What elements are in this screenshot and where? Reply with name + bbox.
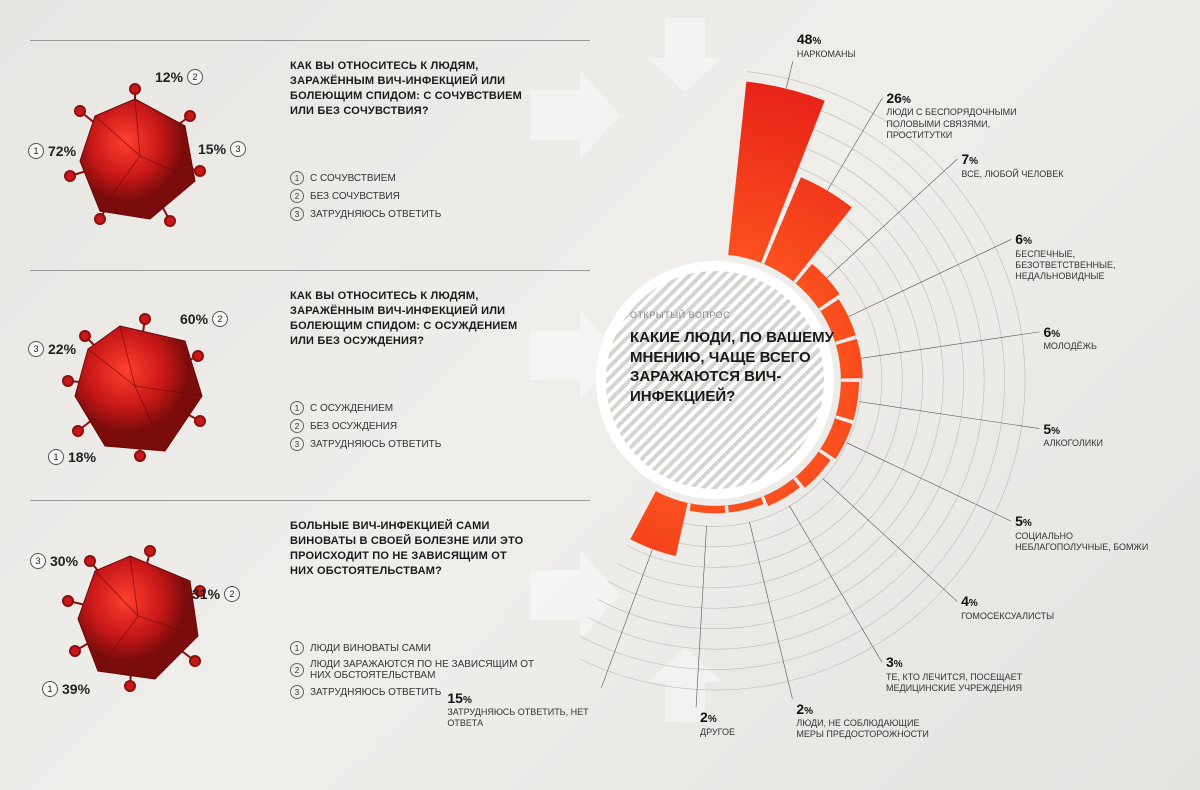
virus-chart-1: 172% 12%2 15%3: [50, 71, 220, 241]
q1-legend: 1С СОЧУВСТВИЕМ 2БЕЗ СОЧУВСТВИЯ 3ЗАТРУДНЯ…: [290, 171, 441, 225]
radial-center-text: ОТКРЫТЫЙ ВОПРОС КАКИЕ ЛЮДИ, ПО ВАШЕМУ МН…: [630, 310, 850, 406]
question-block-1: 172% 12%2 15%3 КАК ВЫ ОТНОСИТЕСЬ К ЛЮДЯМ…: [30, 40, 590, 270]
q1-title: КАК ВЫ ОТНОСИТЕСЬ К ЛЮДЯМ, ЗАРАЖЁННЫМ ВИ…: [290, 59, 530, 118]
radial-segment-label: 4%ГОМОСЕКСУАЛИСТЫ: [961, 593, 1111, 622]
q2-val-2: 60%: [180, 311, 208, 327]
radial-bar: [689, 504, 725, 514]
radial-segment-label: 6%БЕСПЕЧНЫЕ, БЕЗОТВЕТСТВЕННЫЕ, НЕДАЛЬНОВ…: [1015, 231, 1165, 282]
q1-val-1: 72%: [48, 143, 76, 159]
left-questions-panel: 172% 12%2 15%3 КАК ВЫ ОТНОСИТЕСЬ К ЛЮДЯМ…: [30, 40, 590, 750]
virus-chart-3: 139% 31%2 330%: [50, 531, 220, 701]
radial-segment-label: 5%СОЦИАЛЬНО НЕБЛАГОПОЛУЧНЫЕ, БОМЖИ: [1015, 513, 1165, 553]
radial-segment-label: 15%ЗАТРУДНЯЮСЬ ОТВЕТИТЬ, НЕТ ОТВЕТА: [447, 690, 597, 730]
q2-legend: 1С ОСУЖДЕНИЕМ 2БЕЗ ОСУЖДЕНИЯ 3ЗАТРУДНЯЮС…: [290, 401, 441, 455]
radial-segment-label: 7%ВСЕ, ЛЮБОЙ ЧЕЛОВЕК: [961, 151, 1111, 180]
q2-val-3: 22%: [48, 341, 76, 357]
radial-subtitle: ОТКРЫТЫЙ ВОПРОС: [630, 310, 850, 320]
question-block-2: 118% 60%2 322% КАК ВЫ ОТНОСИТЕСЬ К ЛЮДЯМ…: [30, 270, 590, 500]
radial-segment-label: 48%НАРКОМАНЫ: [797, 31, 947, 60]
q1-val-2: 12%: [155, 69, 183, 85]
q1-val-3: 15%: [198, 141, 226, 157]
q3-val-1: 39%: [62, 681, 90, 697]
radial-segment-label: 26%ЛЮДИ С БЕСПОРЯДОЧНЫМИ ПОЛОВЫМИ СВЯЗЯМ…: [886, 90, 1036, 141]
q3-title: БОЛЬНЫЕ ВИЧ-ИНФЕКЦИЕЙ САМИ ВИНОВАТЫ В СВ…: [290, 519, 530, 578]
q3-val-3: 30%: [50, 553, 78, 569]
radial-title: КАКИЕ ЛЮДИ, ПО ВАШЕМУ МНЕНИЮ, ЧАЩЕ ВСЕГО…: [630, 328, 850, 406]
virus-chart-2: 118% 60%2 322%: [50, 301, 220, 471]
q2-title: КАК ВЫ ОТНОСИТЕСЬ К ЛЮДЯМ, ЗАРАЖЁННЫМ ВИ…: [290, 289, 530, 348]
radial-segment-label: 2%ДРУГОЕ: [700, 709, 850, 738]
radial-bar: [630, 491, 687, 556]
radial-chart: ОТКРЫТЫЙ ВОПРОС КАКИЕ ЛЮДИ, ПО ВАШЕМУ МН…: [580, 20, 1180, 770]
q3-val-2: 31%: [192, 586, 220, 602]
radial-segment-label: 3%ТЕ, КТО ЛЕЧИТСЯ, ПОСЕЩАЕТ МЕДИЦИНСКИЕ …: [886, 654, 1036, 694]
radial-segment-label: 5%АЛКОГОЛИКИ: [1043, 421, 1193, 450]
radial-bar: [728, 497, 764, 512]
q2-val-1: 18%: [68, 449, 96, 465]
radial-segment-label: 6%МОЛОДЁЖЬ: [1043, 324, 1193, 353]
